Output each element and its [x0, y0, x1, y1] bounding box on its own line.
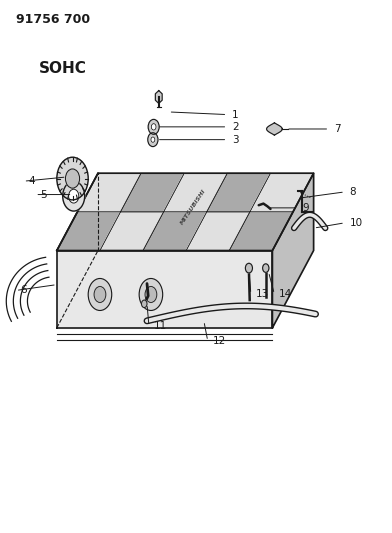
Polygon shape [250, 173, 314, 212]
Circle shape [145, 287, 157, 303]
Polygon shape [57, 212, 120, 251]
Text: 7: 7 [334, 124, 341, 134]
Text: SOHC: SOHC [39, 61, 87, 76]
Text: 5: 5 [40, 190, 47, 199]
Polygon shape [164, 173, 227, 212]
Text: 91756 700: 91756 700 [16, 13, 90, 26]
Circle shape [94, 287, 106, 303]
Text: 9: 9 [303, 203, 309, 213]
Text: MITSUBISHI: MITSUBISHI [179, 188, 207, 225]
Text: 8: 8 [350, 187, 356, 197]
Text: 13: 13 [256, 289, 269, 299]
Polygon shape [267, 123, 282, 135]
Polygon shape [120, 173, 184, 212]
Polygon shape [143, 212, 207, 251]
Circle shape [69, 189, 79, 203]
Circle shape [263, 264, 269, 272]
Circle shape [245, 263, 252, 273]
Text: 1: 1 [232, 110, 239, 119]
Text: 4: 4 [28, 176, 35, 186]
Polygon shape [57, 251, 272, 328]
Text: 3: 3 [232, 135, 239, 144]
Polygon shape [229, 212, 293, 251]
Circle shape [142, 300, 147, 308]
Circle shape [151, 124, 156, 130]
Circle shape [151, 137, 155, 142]
Polygon shape [155, 91, 162, 103]
Circle shape [148, 119, 159, 134]
Text: 11: 11 [154, 321, 167, 331]
Polygon shape [77, 173, 141, 212]
Polygon shape [272, 173, 314, 328]
Text: 2: 2 [232, 122, 239, 132]
Circle shape [139, 278, 163, 310]
Polygon shape [186, 212, 250, 251]
Polygon shape [57, 173, 314, 251]
Circle shape [65, 169, 80, 188]
Circle shape [57, 157, 88, 200]
Circle shape [88, 278, 112, 310]
Polygon shape [100, 212, 164, 251]
Circle shape [63, 181, 85, 211]
Text: 12: 12 [212, 336, 226, 346]
Text: 14: 14 [279, 289, 292, 299]
Text: 6: 6 [20, 286, 27, 295]
Polygon shape [207, 173, 270, 212]
Circle shape [148, 133, 158, 147]
Text: 10: 10 [350, 218, 363, 228]
